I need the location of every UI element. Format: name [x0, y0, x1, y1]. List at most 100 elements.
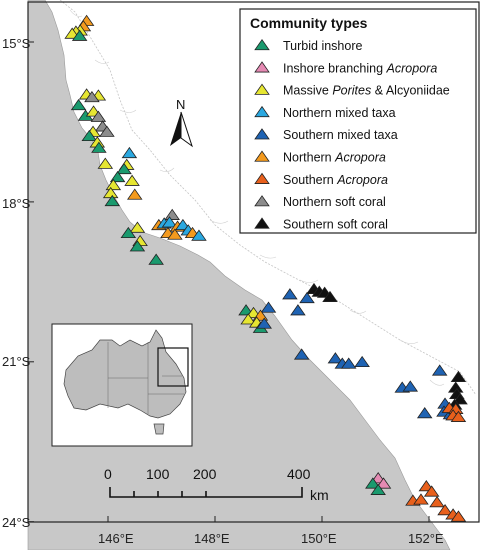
site-marker-s_mixed	[402, 380, 419, 392]
site-marker-massive	[97, 157, 114, 169]
site-marker-s_soft	[322, 290, 338, 303]
legend-label-s_soft: Southern soft coral	[283, 217, 388, 231]
site-marker-s_acro	[450, 510, 467, 522]
site-marker-massive	[240, 313, 256, 325]
legend-marker-n_soft	[254, 195, 270, 207]
legend-label-n_acro: Northern Acropora	[283, 151, 386, 165]
site-marker-massive	[105, 178, 122, 191]
site-marker-n_mixed	[121, 146, 138, 159]
legend-label-part: Southern mixed taxa	[283, 128, 398, 142]
legend-marker-massive	[254, 83, 270, 95]
scale-unit: km	[310, 487, 329, 503]
legend-title: Community types	[250, 15, 368, 31]
site-marker-turbid	[370, 483, 386, 495]
site-markers	[64, 14, 468, 522]
axis-ticks	[28, 41, 430, 523]
site-marker-n_acro	[126, 188, 143, 200]
site-marker-n_soft	[90, 110, 107, 122]
site-marker-turbid	[70, 98, 87, 111]
australia-state-borders	[107, 342, 184, 414]
legend: Community types Turbid inshore Inshore br…	[239, 8, 477, 234]
legend-label-n_soft: Northern soft coral	[283, 195, 386, 209]
site-marker-s_mixed	[282, 288, 298, 300]
site-marker-s_mixed	[416, 407, 433, 419]
site-marker-s_mixed	[431, 364, 448, 376]
map-frame	[27, 1, 480, 523]
lat-label-24: 24°S	[2, 515, 31, 530]
site-marker-s_acro	[413, 493, 429, 505]
study-area-box	[157, 347, 189, 387]
tasmania	[153, 423, 165, 435]
site-marker-s_mixed	[290, 304, 306, 316]
australia-outline	[63, 329, 187, 419]
site-marker-s_acro	[450, 410, 467, 422]
reef-patches	[69, 9, 445, 386]
site-marker-n_soft	[164, 208, 180, 220]
legend-marker-inshore_branch	[254, 61, 270, 73]
legend-label-inshore_branch: Inshore branching Acropora	[283, 61, 437, 75]
legend-label-massive: Massive Porites & Alcyoniidae	[283, 84, 450, 98]
legend-marker-turbid	[254, 38, 270, 51]
site-marker-s_acro	[429, 496, 445, 508]
lon-label-148: 148°E	[194, 531, 230, 546]
legend-label-part: Porites	[332, 84, 371, 98]
site-marker-turbid	[81, 129, 98, 142]
site-marker-inshore_branch	[375, 477, 392, 489]
site-marker-turbid	[91, 141, 107, 153]
lon-label-150: 150°E	[301, 531, 337, 546]
legend-label-part: Northern mixed taxa	[283, 106, 396, 120]
site-marker-n_acro	[167, 228, 183, 240]
site-marker-turbid	[109, 170, 126, 183]
site-marker-s_acro	[423, 485, 440, 497]
legend-marker-s_soft	[254, 217, 270, 229]
lat-label-15: 15°S	[2, 36, 31, 51]
lon-label-152: 152°E	[408, 531, 444, 546]
site-marker-s_mixed	[327, 352, 344, 364]
site-marker-s_mixed	[260, 301, 277, 313]
legend-label-part: Southern soft coral	[283, 217, 388, 231]
lat-label-18: 18°S	[2, 196, 31, 211]
legend-label-part: Northern	[283, 151, 335, 165]
scale-label-400: 400	[287, 466, 311, 482]
site-marker-n_soft	[84, 90, 100, 103]
site-marker-turbid	[116, 162, 132, 175]
legend-marker-s_mixed	[254, 128, 270, 140]
site-marker-s_mixed	[354, 355, 370, 368]
site-marker-turbid	[365, 477, 381, 489]
site-marker-s_mixed	[340, 357, 357, 369]
scale-label-100: 100	[146, 466, 170, 482]
site-marker-massive	[124, 174, 140, 186]
site-marker-s_mixed	[293, 348, 310, 360]
australia-inset-map	[51, 323, 193, 447]
legend-marker-s_acro	[254, 172, 270, 184]
legend-label-part: & Alcyoniidae	[371, 84, 450, 98]
site-marker-massive	[129, 221, 146, 233]
site-marker-turbid	[238, 304, 254, 316]
site-marker-turbid	[104, 194, 121, 207]
legend-label-part: Acropora	[386, 61, 438, 75]
scale-label-200: 200	[193, 466, 217, 482]
site-marker-n_mixed	[161, 216, 178, 228]
north-label: N	[176, 97, 185, 112]
north-arrow-icon: N	[170, 97, 193, 148]
scale-bar: 0 100 200 400 km	[104, 466, 329, 503]
legend-items: Turbid inshore Inshore branching Acropora…	[254, 38, 450, 231]
site-marker-turbid	[148, 253, 164, 265]
legend-label-part: Acropora	[336, 173, 388, 187]
lat-label-21: 21°S	[2, 354, 31, 369]
site-marker-s_mixed	[256, 317, 272, 329]
site-marker-turbid	[129, 240, 146, 252]
site-marker-s_soft	[450, 370, 467, 382]
legend-marker-n_mixed	[254, 105, 270, 118]
legend-label-part: Turbid inshore	[283, 39, 362, 53]
legend-marker-n_acro	[254, 150, 270, 162]
site-marker-s_mixed	[299, 291, 315, 304]
legend-label-part: Massive	[283, 84, 332, 98]
legend-label-turbid: Turbid inshore	[283, 39, 362, 53]
site-marker-n_soft	[99, 125, 115, 137]
legend-label-part: Acropora	[334, 151, 386, 165]
lon-label-146: 146°E	[98, 531, 134, 546]
legend-label-part: Northern soft coral	[283, 195, 386, 209]
site-marker-turbid	[71, 29, 88, 41]
